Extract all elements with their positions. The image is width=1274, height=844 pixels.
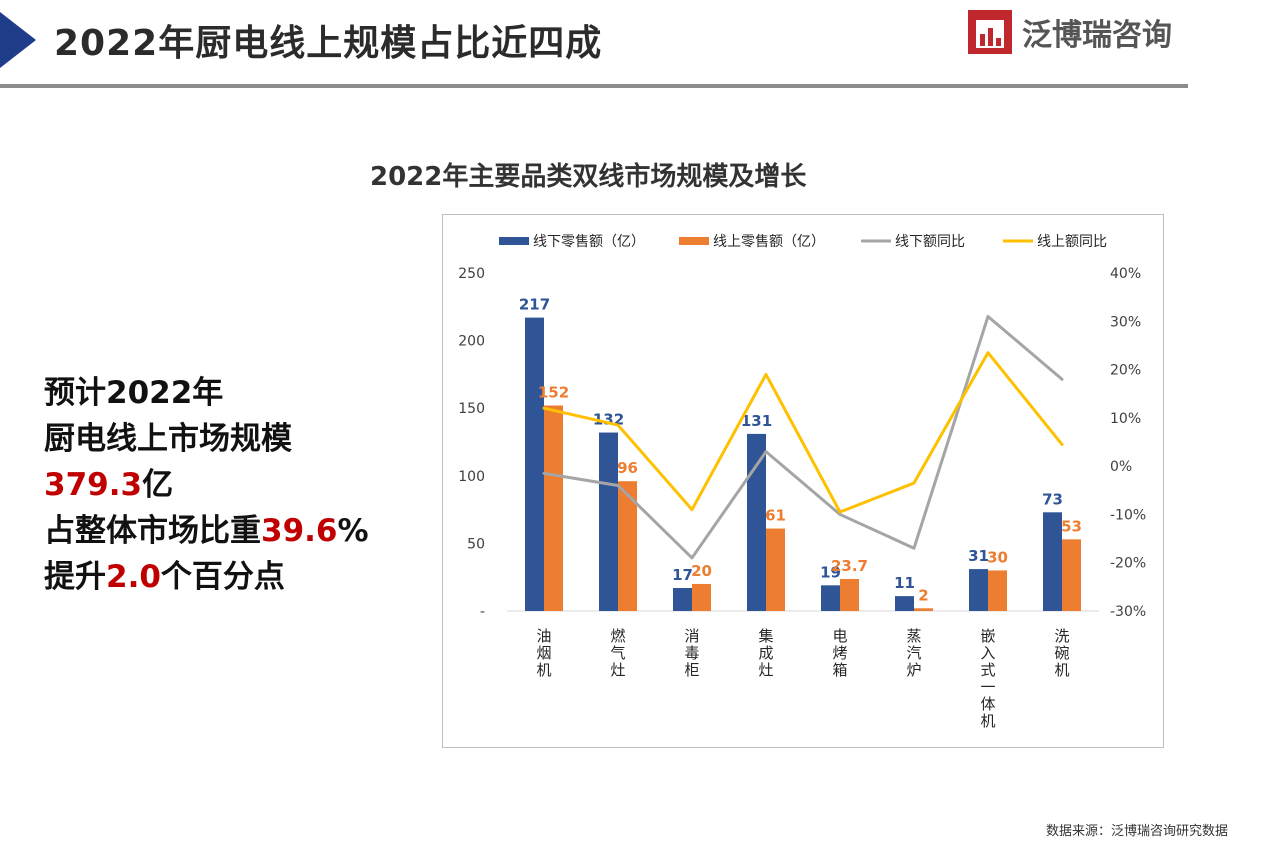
brand-logo-name: 泛博瑞咨询 [1022,18,1172,53]
online-sales-data-label: 23.7 [831,557,868,575]
share-value: 39.6 [261,513,338,549]
summary-block: 预计2022年 厨电线上市场规模 379.3亿 占整体市场比重39.6% 提升2… [44,370,369,600]
combo-chart: - 50 100 150 200 250 -30% -20% -10% 0% 10% 20% 30% 40… [458,234,1146,730]
x-category-label: 集成灶 [758,627,773,679]
header-divider [0,84,1188,88]
legend-label: 线下零售额（亿） [533,234,645,250]
header-arrow-icon [0,12,36,68]
y-left-tick-label: 50 [467,536,485,552]
offline-sales-data-label: 73 [1042,490,1063,508]
brand-logo-icon [968,10,1012,54]
online-sales-data-label: 30 [987,548,1008,566]
share-unit: % [337,513,369,549]
online-market-size-unit: 亿 [142,467,174,503]
online-sales-bar [544,405,563,611]
online-sales-bar [618,481,637,611]
increase-value: 2.0 [106,559,161,595]
y-right-tick-label: -20% [1110,556,1146,572]
x-category-label: 消毒柜 [684,627,699,679]
online-sales-data-label: 53 [1061,517,1082,535]
page-title: 2022年厨电线上规模占比近四成 [54,23,603,64]
y-left-tick-label: 100 [458,469,485,485]
legend-label: 线上零售额（亿） [713,234,825,250]
offline-sales-data-label: 217 [519,296,550,314]
offline-sales-data-label: 19 [820,563,841,581]
online-sales-data-label: 96 [617,459,638,477]
brand-logo: 泛博瑞咨询 [968,10,1172,54]
online-sales-bar [840,578,859,611]
x-category-label: 洗碗机 [1054,627,1069,679]
chart-title: 2022年主要品类双线市场规模及增长 [370,162,807,192]
online-sales-bar [914,608,933,611]
online-sales-bar [988,570,1007,611]
online-sales-data-label: 61 [765,507,786,525]
y-right-tick-label: -10% [1110,507,1146,523]
y-right-tick-label: 30% [1110,314,1141,330]
offline-sales-bar [1043,512,1062,611]
y-right-tick-label: 0% [1110,459,1132,475]
online-yoy-line [542,351,1064,514]
y-left-tick-label: 250 [458,266,485,282]
x-category-label: 燃气灶 [610,627,625,679]
offline-sales-bar [599,432,618,611]
offline-yoy-line [542,314,1064,560]
offline-sales-data-label: 11 [894,574,915,592]
y-right-tick-label: 10% [1110,411,1141,427]
source-note: 数据来源：泛博瑞咨询研究数据 [1045,824,1228,839]
legend-label: 线上额同比 [1037,234,1107,250]
online-sales-data-label: 20 [691,562,712,580]
y-right-tick-label: 40% [1110,266,1141,282]
offline-sales-bar [747,433,766,611]
increase-label: 提升 [44,559,106,595]
summary-line-3: 379.3亿 [44,462,369,508]
y-left-tick-label: - [480,604,485,620]
share-label: 占整体市场比重 [44,513,261,549]
online-sales-bar [766,528,785,611]
chart-frame: - 50 100 150 200 250 -30% -20% -10% 0% 10% 20% 30% 40… [442,214,1164,748]
offline-sales-data-label: 31 [968,547,989,565]
online-sales-data-label: 2 [918,586,928,604]
x-category-label: 蒸汽炉 [906,627,921,679]
summary-line-4: 占整体市场比重39.6% [44,508,369,554]
x-category-label: 电烤箱 [832,627,847,679]
summary-line-2: 厨电线上市场规模 [44,421,292,457]
online-sales-bar [1062,539,1081,611]
offline-sales-data-label: 131 [741,412,772,430]
online-sales-bar [692,583,711,611]
increase-unit: 个百分点 [160,559,285,595]
online-market-size-value: 379.3 [44,467,143,503]
x-category-label: 嵌入式一体机 [980,627,995,730]
y-right-tick-label: 20% [1110,363,1141,379]
y-left-tick-label: 200 [458,334,485,350]
offline-sales-bar [525,317,544,611]
y-left-tick-label: 150 [458,401,485,417]
offline-sales-data-label: 17 [672,566,693,584]
y-right-tick-label: -30% [1110,604,1146,620]
legend-offline-sales-swatch [499,237,529,245]
legend-online-sales-swatch [679,237,709,245]
legend-label: 线下额同比 [895,234,965,250]
offline-sales-bar [895,596,914,611]
summary-line-1: 预计2022年 [44,375,224,411]
offline-sales-bar [969,569,988,611]
offline-sales-bar [821,585,840,611]
offline-sales-bar [673,588,692,611]
online-sales-data-label: 152 [538,383,569,401]
summary-line-5: 提升2.0个百分点 [44,554,369,600]
x-category-label: 油烟机 [536,627,551,679]
